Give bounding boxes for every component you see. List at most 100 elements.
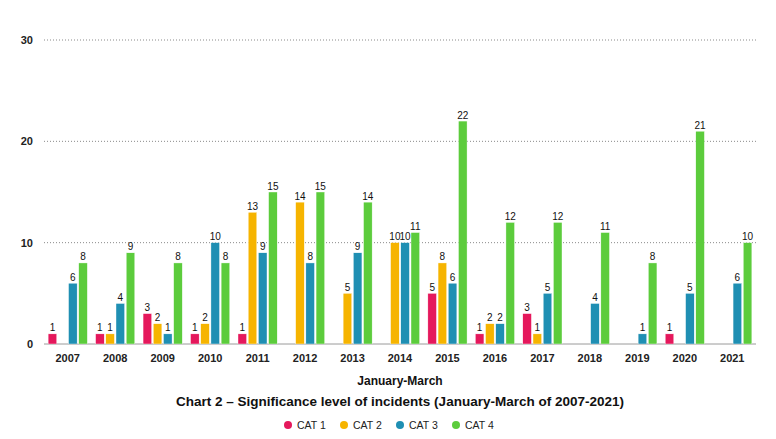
data-label: 2 <box>487 312 493 323</box>
data-label: 8 <box>80 251 86 262</box>
bar <box>733 283 742 344</box>
legend: CAT 1 CAT 2 CAT 3 CAT 4 <box>284 419 494 431</box>
bar <box>438 263 447 344</box>
bar <box>174 263 183 344</box>
legend-label: CAT 3 <box>409 419 438 431</box>
grid-line <box>44 242 756 243</box>
bar <box>143 314 152 344</box>
data-label: 9 <box>355 241 361 252</box>
data-label: 1 <box>97 322 103 333</box>
bar <box>506 222 515 344</box>
bar <box>486 324 495 344</box>
data-label: 1 <box>640 322 646 333</box>
x-tick-label: 2012 <box>293 352 317 364</box>
x-tick-label: 2010 <box>198 352 222 364</box>
bar <box>743 243 752 344</box>
legend-swatch <box>284 421 292 429</box>
data-label: 5 <box>429 282 435 293</box>
bar <box>316 192 325 344</box>
data-label: 2 <box>155 312 161 323</box>
legend-swatch <box>396 421 404 429</box>
data-label: 8 <box>440 251 446 262</box>
bar <box>638 334 647 344</box>
legend-label: CAT 2 <box>353 419 382 431</box>
bar <box>353 253 362 344</box>
data-label: 3 <box>145 302 151 313</box>
data-label: 1 <box>667 322 673 333</box>
x-tick-label: 2013 <box>340 352 364 364</box>
bar <box>458 121 467 344</box>
data-label: 10 <box>210 231 222 242</box>
data-label: 10 <box>742 231 754 242</box>
data-label: 10 <box>400 231 412 242</box>
data-label: 5 <box>687 282 693 293</box>
x-tick-label: 2011 <box>246 352 270 364</box>
bar <box>48 334 57 344</box>
data-label: 4 <box>592 292 598 303</box>
bar <box>364 202 373 344</box>
bar <box>601 233 610 344</box>
data-label: 1 <box>192 322 198 333</box>
y-tick-label: 0 <box>27 338 33 350</box>
data-label: 12 <box>552 211 564 222</box>
data-label: 8 <box>223 251 229 262</box>
data-label: 6 <box>735 272 741 283</box>
legend-swatch <box>340 421 348 429</box>
data-label: 9 <box>128 241 134 252</box>
data-label: 14 <box>362 191 374 202</box>
bar <box>475 334 484 344</box>
data-label: 2 <box>202 312 208 323</box>
bar <box>533 334 542 344</box>
bar <box>116 303 125 344</box>
data-label: 8 <box>650 251 656 262</box>
data-label: 8 <box>175 251 181 262</box>
x-tick-label: 2007 <box>55 352 79 364</box>
grid-line <box>44 141 756 142</box>
legend-swatch <box>452 421 460 429</box>
chart-svg: 0102030168114932181210811391514815591410… <box>0 0 776 439</box>
x-tick-label: 2008 <box>103 352 127 364</box>
data-label: 3 <box>524 302 530 313</box>
data-label: 22 <box>457 110 469 121</box>
bar <box>391 243 400 344</box>
bar <box>201 324 210 344</box>
bar <box>411 233 420 344</box>
x-tick-label: 2018 <box>578 352 602 364</box>
bar <box>553 222 562 344</box>
bar <box>543 293 552 344</box>
bar <box>591 303 600 344</box>
data-label: 12 <box>505 211 517 222</box>
data-label: 4 <box>118 292 124 303</box>
data-label: 14 <box>294 191 306 202</box>
bar <box>665 334 674 344</box>
legend-label: CAT 1 <box>297 419 326 431</box>
x-tick-label: 2021 <box>720 352 744 364</box>
bars <box>48 121 752 344</box>
data-label: 1 <box>240 322 246 333</box>
x-tick-label: 2016 <box>483 352 507 364</box>
bar <box>696 131 705 344</box>
data-label: 5 <box>345 282 351 293</box>
data-label: 1 <box>165 322 171 333</box>
bar <box>448 283 457 344</box>
bar <box>306 263 315 344</box>
bar <box>221 263 230 344</box>
bar <box>79 263 88 344</box>
legend-label: CAT 4 <box>465 419 494 431</box>
data-label: 13 <box>247 201 259 212</box>
bar <box>238 334 247 344</box>
bar <box>648 263 657 344</box>
x-axis-label: January-March <box>357 374 442 388</box>
data-label: 15 <box>315 181 327 192</box>
bar <box>428 293 437 344</box>
bar <box>211 243 220 344</box>
bar <box>496 324 505 344</box>
data-label: 15 <box>267 181 279 192</box>
bar <box>343 293 352 344</box>
x-tick-label: 2019 <box>625 352 649 364</box>
bar <box>401 243 410 344</box>
data-labels: 1681149321812108113915148155914101011586… <box>50 110 754 334</box>
data-label: 1 <box>535 322 541 333</box>
data-label: 6 <box>450 272 456 283</box>
x-tick-label: 2020 <box>673 352 697 364</box>
